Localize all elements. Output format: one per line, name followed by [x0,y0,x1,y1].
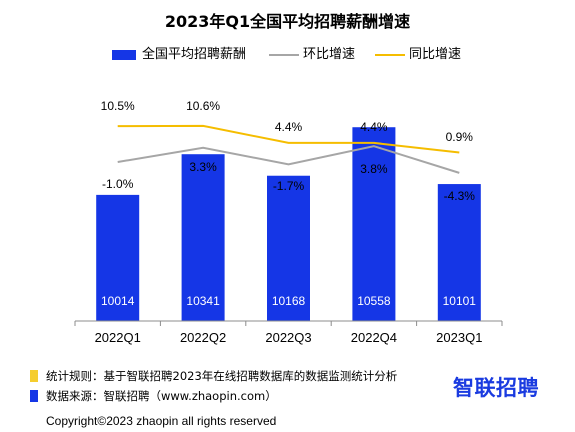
footer-source-text: 数据来源：智联招聘（www.zhaopin.com） [46,389,277,403]
x-tick-label-2022Q1: 2022Q1 [95,330,141,345]
yoy-label-2022Q4: 4.4% [360,120,388,134]
bar-2023Q1 [437,184,481,321]
yoy-label-2022Q3: 4.4% [275,120,303,134]
legend: 全国平均招聘薪酬 环比增速 同比增速 [0,46,575,64]
copyright-text: Copyright©2023 zhaopin all rights reserv… [46,414,277,428]
legend-item-salary: 全国平均招聘薪酬 [112,46,272,64]
yoy-label-2022Q1: 10.5% [101,99,135,113]
mom-label-2022Q1: -1.0% [102,177,134,191]
bar-label-2022Q3: 10168 [272,294,306,308]
x-tick-label-2022Q2: 2022Q2 [180,330,226,345]
x-tick-label-2022Q4: 2022Q4 [351,330,397,345]
mom-label-2022Q3: -1.7% [273,179,305,193]
yoy-label-2022Q2: 10.6% [186,99,220,113]
line-yoy [117,124,460,154]
footer-source-swatch [30,390,38,402]
chart-title: 2023年Q1全国平均招聘薪酬增速 [164,12,411,31]
bar-2022Q1 [96,194,140,321]
mom-label-2023Q1: -4.3% [444,189,476,203]
legend-label-yoy: 同比增速 [409,47,462,62]
x-tick-label-2023Q1: 2023Q1 [436,330,482,345]
legend-item-mom: 环比增速 [269,46,379,64]
x-tick-label-2022Q3: 2022Q3 [265,330,311,345]
legend-swatch-mom [269,54,299,56]
legend-label-mom: 环比增速 [303,47,356,62]
yoy-label-2023Q1: 0.9% [446,130,474,144]
bar-label-2022Q1: 10014 [101,294,135,308]
mom-label-2022Q2: 3.3% [189,160,217,174]
legend-item-yoy: 同比增速 [375,46,485,64]
bar-2022Q3 [267,175,310,321]
bar-2022Q4 [352,127,396,321]
bar-2022Q2 [181,154,225,321]
mom-label-2022Q4: 3.8% [360,162,388,176]
bar-label-2023Q1: 10101 [443,294,477,308]
legend-swatch-salary [112,50,136,60]
zhaopin-logo: 智联招聘 [453,376,539,400]
bar-label-2022Q4: 10558 [357,294,391,308]
legend-swatch-yoy [375,54,405,56]
footer-rule-swatch [30,370,38,382]
line-mom [117,145,460,174]
bar-label-2022Q2: 10341 [186,294,220,308]
footer-rule-text: 统计规则：基于智联招聘2023年在线招聘数据库的数据监测统计分析 [46,369,398,383]
chart-plot: 10014 10341 10168 10558 10101 2022Q1 2022Q2 202… [74,99,503,345]
legend-label-salary: 全国平均招聘薪酬 [142,47,247,62]
